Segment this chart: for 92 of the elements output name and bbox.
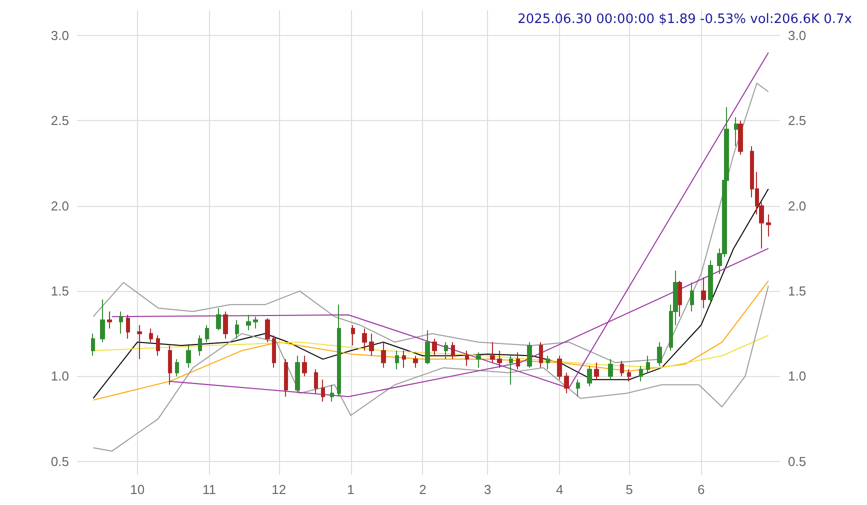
candlestick (246, 314, 251, 331)
candlestick (235, 320, 239, 340)
x-tick-label: 4 (556, 482, 564, 497)
candlestick (321, 379, 325, 402)
candlestick (265, 318, 270, 343)
candlestick (620, 360, 624, 377)
candlestick (646, 355, 650, 374)
candlestick (708, 260, 713, 302)
candlestick (576, 379, 580, 398)
candlestick (395, 350, 399, 370)
y-tick-label: 1.0 (50, 368, 69, 384)
y2-tick-label: 2.0 (788, 198, 806, 214)
candlestick (425, 330, 430, 365)
candlestick (223, 310, 228, 340)
candlestick (594, 362, 599, 380)
candlestick (369, 333, 374, 356)
x-tick-label: 5 (626, 482, 633, 497)
x-tick-label: 6 (698, 482, 705, 497)
candlestick (690, 282, 694, 312)
candlestick (527, 342, 532, 368)
candlestick (639, 365, 643, 382)
candlestick (216, 308, 221, 331)
candlestick (107, 310, 112, 330)
candlestick (126, 314, 130, 340)
candlestick (175, 358, 179, 377)
candlestick (119, 310, 123, 334)
candlestick (314, 368, 318, 394)
candlestick (149, 328, 153, 343)
candlestick (497, 350, 502, 368)
candlestick (451, 342, 455, 360)
candlestick (413, 355, 418, 368)
x-tick-label: 12 (272, 482, 286, 497)
candlestick (272, 334, 276, 368)
candlestick (766, 214, 771, 238)
y-tick-label: 0.5 (50, 454, 69, 469)
candlestick (91, 333, 95, 356)
y2-tick-label: 1.5 (788, 284, 806, 299)
candlestick (186, 345, 191, 368)
candlestick (738, 120, 743, 156)
x-tick-label: 10 (130, 482, 145, 497)
x-tick-label: 11 (202, 482, 216, 497)
candlestick (657, 342, 662, 366)
candlestick (539, 342, 543, 368)
candlestick (198, 334, 202, 356)
candlestick (546, 355, 550, 370)
chart-title: 2025.06.30 00:00:00 $1.89 -0.53% vol:206.6K 0.7x (518, 12, 852, 27)
candlestick (465, 350, 469, 366)
candlestick (402, 350, 406, 368)
candlestick (351, 324, 355, 346)
candlestick (284, 358, 288, 398)
candlestick (627, 368, 631, 382)
candlestick (516, 352, 520, 370)
candlestick (509, 355, 513, 386)
candlestick (678, 280, 682, 318)
y-tick-label: 1.5 (50, 284, 69, 299)
candlestick (608, 358, 613, 380)
candlestick (205, 324, 209, 343)
line-series (92, 285, 769, 452)
line-series (92, 280, 769, 401)
candlestick (253, 316, 258, 330)
candlestick (302, 355, 307, 377)
y-tick-label: 2.5 (50, 113, 69, 128)
y2-tick-label: 3.0 (788, 28, 806, 44)
line-series (92, 188, 769, 399)
candlestick (362, 328, 367, 352)
candlestick (587, 365, 592, 387)
candlestick (476, 352, 481, 368)
candlestick (168, 345, 172, 386)
candlestick (444, 342, 448, 360)
x-tick-label: 1 (347, 482, 354, 497)
line-series (92, 334, 769, 368)
y-tick-label: 2.0 (50, 198, 69, 214)
y2-tick-label: 2.5 (788, 113, 806, 128)
y2-tick-label: 1.0 (788, 368, 806, 384)
candlestick (381, 342, 386, 368)
candlestick (337, 304, 341, 398)
candlestick (564, 372, 569, 394)
candlestick (432, 338, 437, 356)
line-series (92, 82, 769, 364)
y2-tick-label: 0.5 (788, 454, 806, 469)
candlestick (156, 334, 160, 356)
candlestick (701, 276, 706, 309)
candlestick (137, 324, 142, 360)
x-tick-label: 3 (484, 482, 492, 497)
x-tick-label: 2 (419, 482, 426, 497)
candlestick (557, 355, 562, 380)
candlestick (490, 342, 495, 364)
candlestick (734, 116, 738, 147)
y-tick-label: 3.0 (50, 28, 69, 44)
candlestick (295, 355, 300, 394)
candlestick (100, 299, 105, 343)
candlestick (330, 384, 334, 402)
